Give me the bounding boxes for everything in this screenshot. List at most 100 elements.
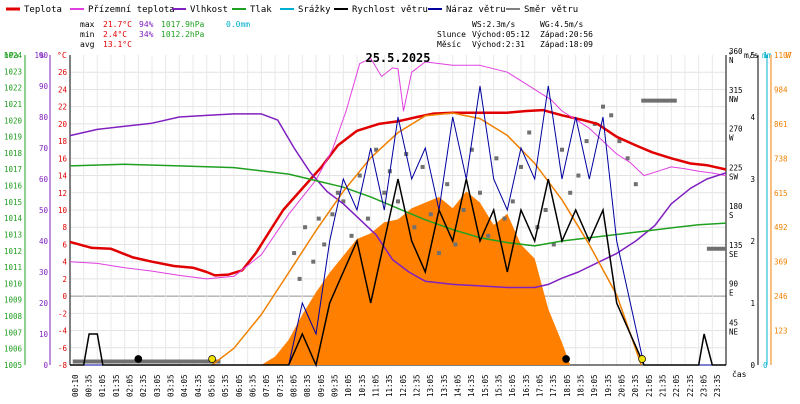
direction-tick-label: 360	[729, 47, 743, 56]
stat-moon-label: Měsíc	[437, 40, 461, 49]
sunrise-marker	[208, 355, 216, 363]
pressure-tick-label: 1017	[4, 165, 22, 174]
pressure-tick-label: 1018	[4, 149, 23, 158]
time-tick-label: 15:35	[494, 374, 503, 397]
pressure-tick-label: 1024	[4, 51, 23, 60]
time-tick-label: 06:05	[235, 374, 244, 397]
wind-direction-point	[292, 251, 297, 256]
wind-tick-label: 0	[750, 361, 755, 370]
time-tick-label: 05:05	[207, 374, 216, 397]
solar-radiation-area	[261, 191, 571, 365]
humidity-tick-label: 70	[39, 144, 49, 153]
time-tick-label: 01:05	[98, 374, 107, 397]
time-tick-label: 11:05	[371, 374, 380, 397]
stat-max-temp: 21.7°C	[103, 20, 132, 29]
wind-direction-point	[486, 233, 491, 238]
wind-direction-point	[445, 182, 450, 187]
direction-tick-label: 315	[729, 86, 743, 95]
time-tick-label: 15:05	[481, 374, 490, 397]
sunset-marker	[638, 355, 646, 363]
wind-direction-point	[502, 216, 507, 221]
series-line-vlhkost	[69, 113, 727, 289]
humidity-tick-label: 90	[39, 82, 49, 91]
series-line-teplota	[69, 108, 727, 277]
pressure-tick-label: 1006	[4, 345, 23, 354]
wind-direction-point	[519, 164, 523, 169]
humidity-tick-label: 40	[39, 237, 49, 246]
wind-direction-point	[469, 147, 474, 152]
wind-direction-point	[568, 190, 573, 195]
direction-tick-name: NW	[729, 95, 739, 104]
temperature-tick-label: 18	[58, 137, 68, 146]
legend-label-teplota: Teplota	[24, 5, 62, 15]
pressure-tick-label: 1022	[4, 84, 22, 93]
humidity-tick-label: 100	[34, 51, 48, 60]
pressure-tick-label: 1021	[4, 100, 22, 109]
stat-max-label: max	[80, 20, 95, 29]
time-tick-label: 11:35	[385, 374, 394, 397]
time-tick-label: 05:35	[221, 374, 230, 397]
temperature-tick-label: 0	[62, 292, 67, 301]
wind-tick-label: 3	[750, 175, 755, 184]
wind-direction-point	[543, 208, 548, 212]
direction-tick-label: 225	[729, 163, 743, 172]
wind-direction-point	[330, 212, 335, 217]
series-line-slune-n-svit	[211, 112, 643, 366]
time-tick-label: 09:35	[330, 374, 339, 397]
pressure-tick-label: 1011	[4, 263, 22, 272]
pressure-tick-label: 1016	[4, 182, 23, 191]
direction-tick-name: SW	[729, 172, 739, 181]
temperature-tick-label: -2	[58, 309, 67, 318]
temperature-tick-label: -8	[58, 361, 68, 370]
wind-direction-point	[374, 147, 379, 152]
solar-tick-label: 861	[774, 120, 788, 129]
time-tick-label: 16:35	[522, 374, 531, 397]
stat-max-rain: 0.0mm	[226, 20, 250, 29]
wind-direction-point	[316, 216, 321, 221]
time-tick-label: 06:35	[248, 374, 257, 397]
wind-direction-point	[625, 156, 630, 161]
solar-tick-label: 738	[774, 154, 788, 163]
time-tick-label: 02:05	[125, 374, 134, 397]
temperature-tick-label: 14	[58, 172, 68, 181]
temperature-tick-label: 24	[58, 85, 68, 94]
moonset-marker	[562, 355, 570, 363]
legend-label-tlak: Tlak	[250, 5, 272, 15]
time-tick-label: 22:35	[686, 374, 695, 397]
plot-area	[69, 57, 727, 368]
wind-direction-point	[322, 242, 327, 247]
unit-temperature: °C	[57, 51, 67, 60]
time-tick-label: 16:05	[508, 374, 517, 397]
stat-sun-set: Západ:20:56	[540, 30, 593, 39]
wind-direction-point	[357, 173, 362, 178]
temperature-tick-label: 6	[62, 240, 67, 249]
unit-solar: W	[786, 51, 791, 60]
stat-max-hum: 94%	[139, 20, 154, 29]
time-tick-label: 23:35	[713, 374, 722, 397]
humidity-tick-label: 10	[39, 330, 49, 339]
wind-speed-line	[70, 178, 726, 368]
time-tick-label: 13:05	[426, 374, 435, 397]
wind-direction-point	[428, 212, 433, 217]
stat-avg-temp: 13.1°C	[103, 40, 132, 49]
pressure-tick-label: 1014	[4, 214, 23, 223]
solar-tick-label: 1107	[774, 51, 792, 60]
temperature-tick-label: 16	[58, 154, 68, 163]
solar-tick-label: 492	[774, 223, 788, 232]
pressure-tick-label: 1010	[4, 279, 23, 288]
time-tick-label: 07:05	[262, 374, 271, 397]
stat-min-temp: 2.4°C	[103, 30, 127, 39]
wind-direction-point	[510, 199, 515, 204]
unit-wind: m/s	[744, 51, 759, 60]
time-tick-label: 00:10	[71, 374, 80, 397]
humidity-tick-label: 20	[39, 299, 49, 308]
wind-direction-point	[311, 259, 316, 264]
stat-max-press: 1017.9hPa	[161, 20, 205, 29]
time-tick-label: 21:05	[645, 374, 654, 397]
wind-direction-point	[341, 199, 346, 204]
unit-direction: °	[728, 51, 733, 60]
direction-tick-label: 180	[729, 202, 743, 211]
humidity-tick-label: 30	[39, 268, 49, 277]
time-tick-label: 14:35	[467, 374, 476, 397]
